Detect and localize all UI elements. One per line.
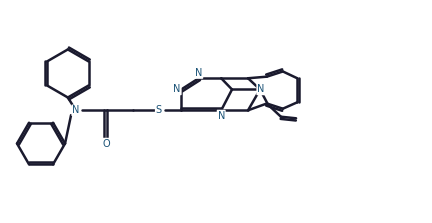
Text: N: N — [218, 111, 225, 120]
Text: N: N — [195, 68, 203, 78]
Text: N: N — [174, 85, 181, 95]
Text: N: N — [257, 85, 264, 95]
Text: S: S — [156, 105, 162, 115]
Text: N: N — [72, 105, 79, 115]
Text: O: O — [103, 138, 111, 149]
